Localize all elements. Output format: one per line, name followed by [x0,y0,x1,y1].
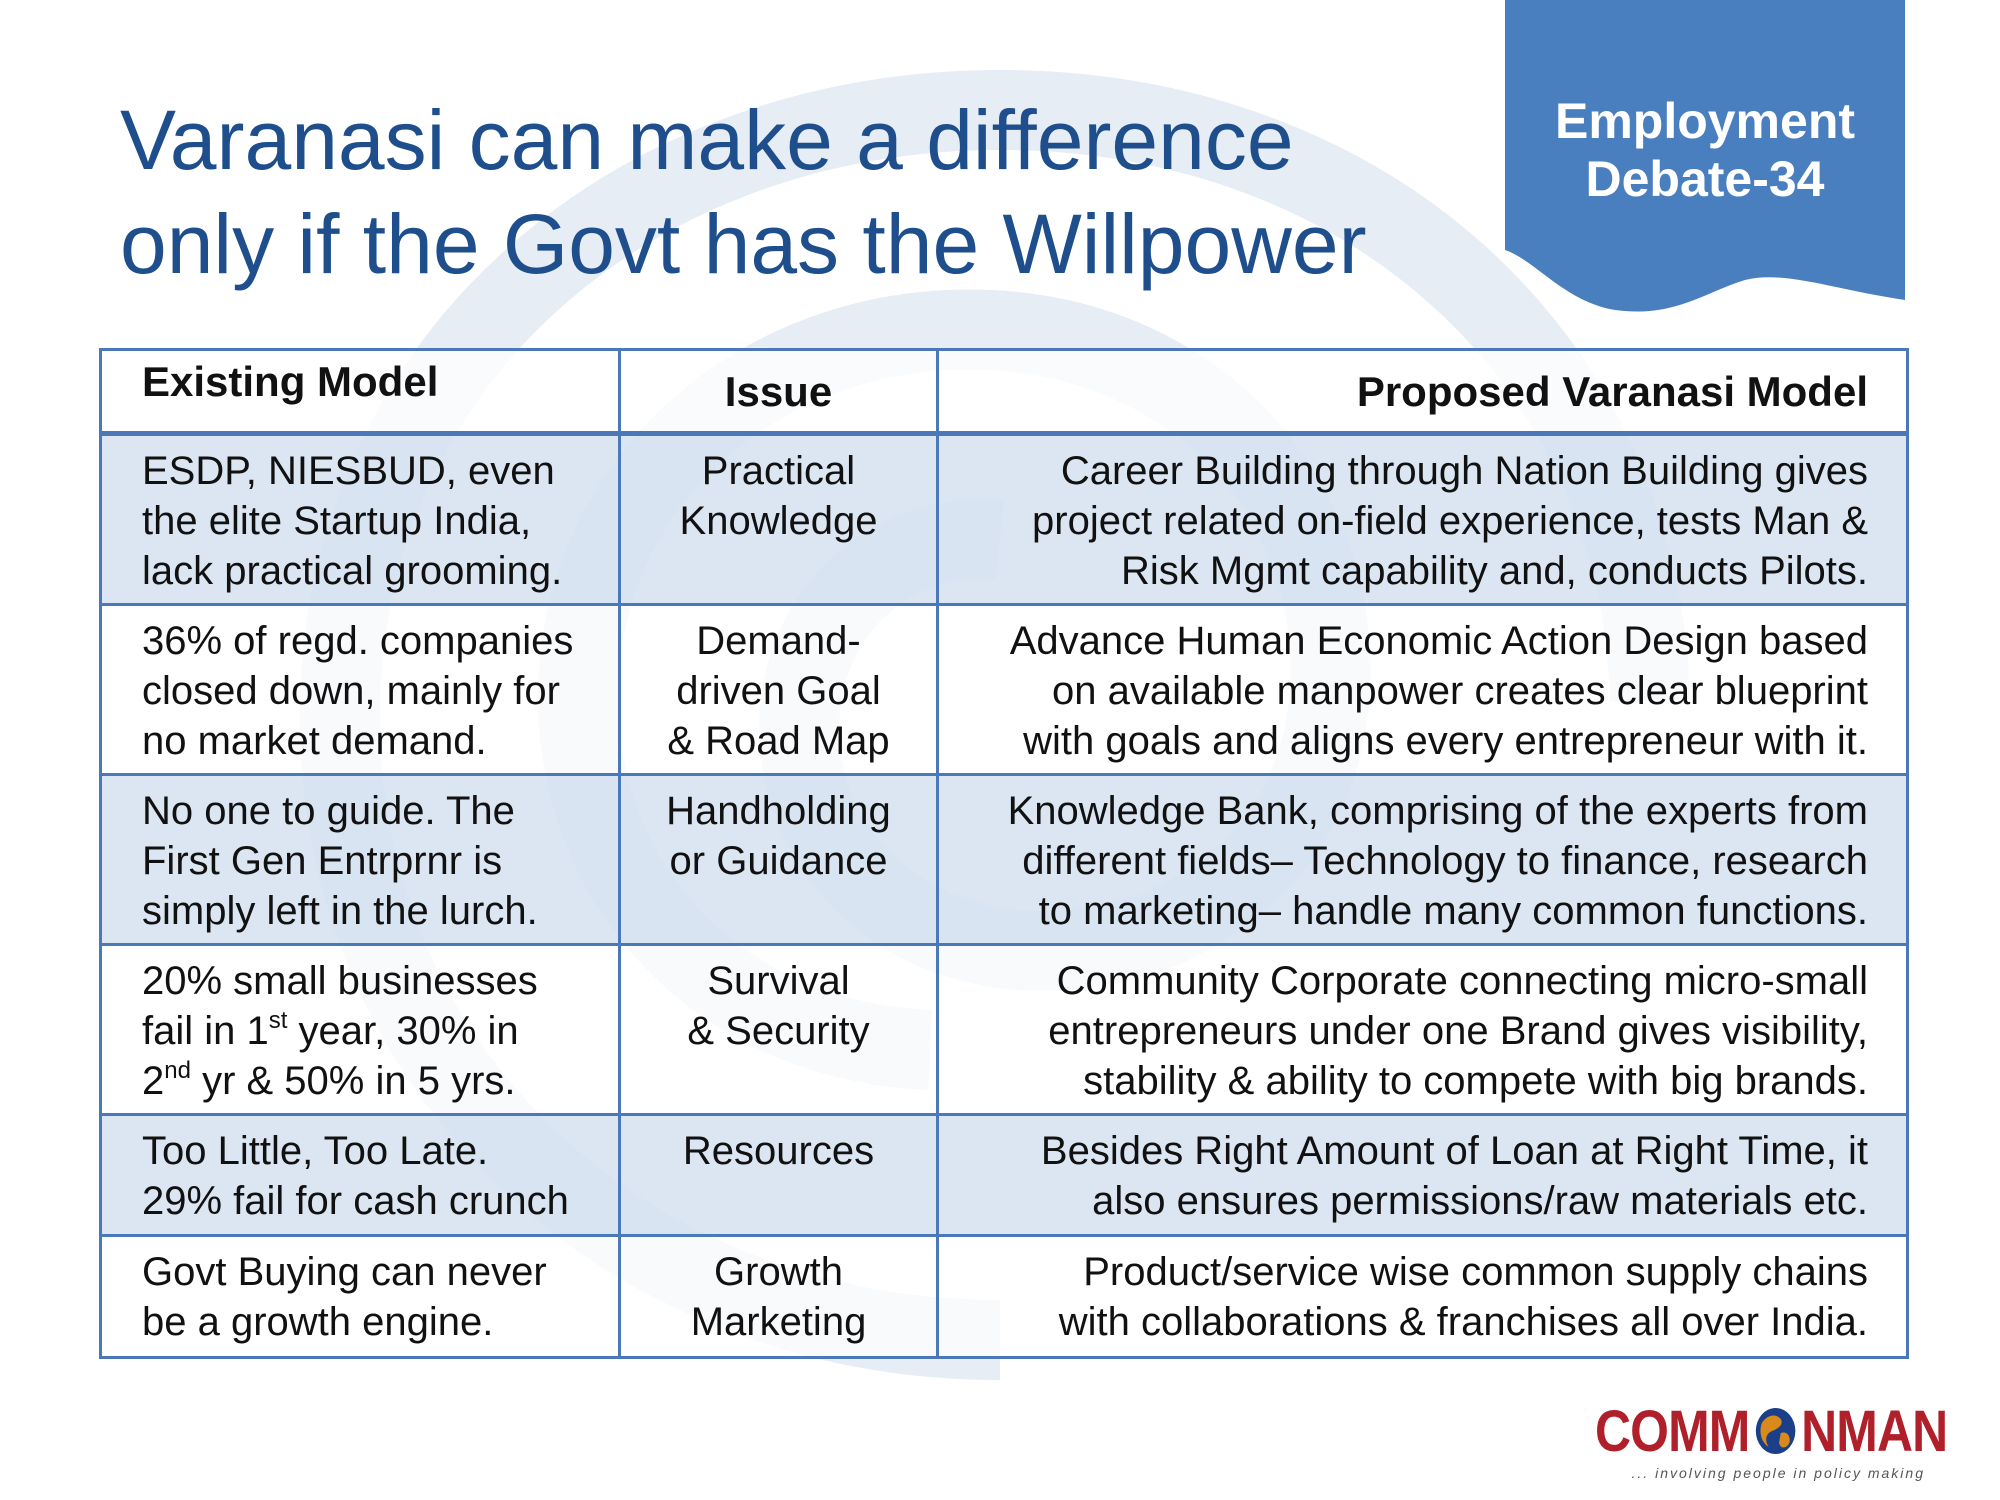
header-proposed-model: Proposed Varanasi Model [936,348,1909,435]
cell-line: Risk Mgmt capability and, conducts Pilot… [1121,549,1868,593]
debate-tag: Employment Debate-34 [1505,0,1905,318]
cell-line: the elite Startup India, [142,499,532,543]
title-line-1: Varanasi can make a difference [120,93,1294,187]
cell-line: Survival [707,959,850,1003]
proposed-cell: Career Building through Nation Building … [936,432,1909,606]
cell-line: no market demand. [142,719,487,763]
proposed-cell: Besides Right Amount of Loan at Right Ti… [936,1113,1909,1237]
cell-line: to marketing– handle many common functio… [1038,889,1868,933]
cell-line: stability & ability to compete with big … [1083,1059,1868,1103]
cell-line: Advance Human Economic Action Design bas… [1009,619,1868,663]
cell-line: Demand- [696,619,861,663]
table-row: Govt Buying can never be a growth engine… [99,1234,1909,1359]
table-row: No one to guide. The First Gen Entrprnr … [99,773,1909,946]
cell-line: Handholding [666,789,891,833]
cell-line: Growth [714,1250,843,1294]
proposed-cell: Product/service wise common supply chain… [936,1234,1909,1359]
cell-line: Product/service wise common supply chain… [1083,1250,1868,1294]
cell-line: Govt Buying can never [142,1250,547,1294]
table-row: 36% of regd. companies closed down, main… [99,603,1909,776]
cell-line: also ensures permissions/raw materials e… [1092,1179,1868,1223]
cell-line: or Guidance [669,839,888,883]
logo-tagline: ... involving people in policy making [1631,1465,1925,1481]
text-part: fail in 1 [142,1009,269,1053]
comparison-table: Existing Model Issue Proposed Varanasi M… [99,348,1909,1359]
issue-cell: Practical Knowledge [618,432,939,606]
logo-text-right: NMAN [1801,1399,1948,1464]
proposed-cell: Advance Human Economic Action Design bas… [936,603,1909,776]
text-part: yr & 50% in 5 yrs. [190,1059,516,1103]
cell-line: Knowledge [679,499,878,543]
logo-text-left: COMM [1595,1399,1750,1464]
cell-line: Resources [682,1129,875,1173]
cell-line: be a growth engine. [142,1300,494,1344]
cell-line: No one to guide. The [142,789,515,833]
issue-cell: Handholding or Guidance [618,773,939,946]
header-existing-model: Existing Model [99,348,621,435]
proposed-cell: Knowledge Bank, comprising of the expert… [936,773,1909,946]
existing-cell: 36% of regd. companies closed down, main… [99,603,621,776]
cell-line: on available manpower creates clear blue… [1051,669,1868,713]
issue-cell: Resources [618,1113,939,1237]
logo-wordmark: COMM NMAN [1595,1398,1948,1465]
cell-line: different fields– Technology to finance,… [1022,839,1868,883]
existing-cell: ESDP, NIESBUD, even the elite Startup In… [99,432,621,606]
title-line-2: only if the Govt has the Willpower [120,197,1367,291]
cell-line: & Security [687,1009,870,1053]
existing-cell: 20% small businesses fail in 1st year, 3… [99,943,621,1116]
cell-line: lack practical grooming. [142,549,563,593]
cell-line: ESDP, NIESBUD, even [142,449,555,493]
existing-cell: No one to guide. The First Gen Entrprnr … [99,773,621,946]
header-issue: Issue [618,348,939,435]
page-title: Varanasi can make a difference only if t… [120,88,1420,296]
table-row: ESDP, NIESBUD, even the elite Startup In… [99,432,1909,606]
existing-cell: Govt Buying can never be a growth engine… [99,1234,621,1359]
cell-line: fail in 1st year, 30% in [142,1006,618,1056]
cell-line: Marketing [690,1300,867,1344]
cell-line: 29% fail for cash crunch [142,1179,569,1223]
cell-line: driven Goal [676,669,881,713]
cell-line: Community Corporate connecting micro-sma… [1056,959,1868,1003]
cell-line: closed down, mainly for [142,669,560,713]
tag-line-2: Debate-34 [1585,151,1825,207]
cell-line: Besides Right Amount of Loan at Right Ti… [1040,1129,1868,1173]
commonman-logo: COMM NMAN ... involving people in policy… [1585,1390,1948,1490]
cell-line: Career Building through Nation Building … [1060,449,1868,493]
cell-line: Knowledge Bank, comprising of the expert… [1007,789,1868,833]
cell-line: with collaborations & franchises all ove… [1058,1300,1868,1344]
cell-line: 2nd yr & 50% in 5 yrs. [142,1056,618,1106]
table-header-row: Existing Model Issue Proposed Varanasi M… [99,348,1909,435]
cell-line: entrepreneurs under one Brand gives visi… [1048,1009,1868,1053]
tag-text: Employment Debate-34 [1505,92,1905,208]
cell-line: & Road Map [667,719,890,763]
text-part: 2 [142,1059,165,1103]
table-row: Too Little, Too Late. 29% fail for cash … [99,1113,1909,1237]
tag-banner-shape [1505,0,1905,312]
cell-line: Practical [701,449,856,493]
cell-line: Too Little, Too Late. [142,1129,489,1173]
issue-cell: Growth Marketing [618,1234,939,1359]
cell-line: 36% of regd. companies [142,619,574,663]
proposed-cell: Community Corporate connecting micro-sma… [936,943,1909,1116]
globe-icon [1755,1408,1796,1454]
issue-cell: Survival & Security [618,943,939,1116]
cell-line: simply left in the lurch. [142,889,538,933]
cell-line: 20% small businesses [142,959,538,1003]
cell-line: with goals and aligns every entrepreneur… [1023,719,1868,763]
existing-cell: Too Little, Too Late. 29% fail for cash … [99,1113,621,1237]
tag-line-1: Employment [1554,93,1856,149]
ordinal-suffix: nd [164,1057,191,1084]
table-row: 20% small businesses fail in 1st year, 3… [99,943,1909,1116]
issue-cell: Demand- driven Goal & Road Map [618,603,939,776]
cell-line: project related on-field experience, tes… [1032,499,1868,543]
ordinal-suffix: st [268,1007,288,1034]
cell-line: First Gen Entrprnr is [142,839,503,883]
text-part: year, 30% in [287,1009,519,1053]
